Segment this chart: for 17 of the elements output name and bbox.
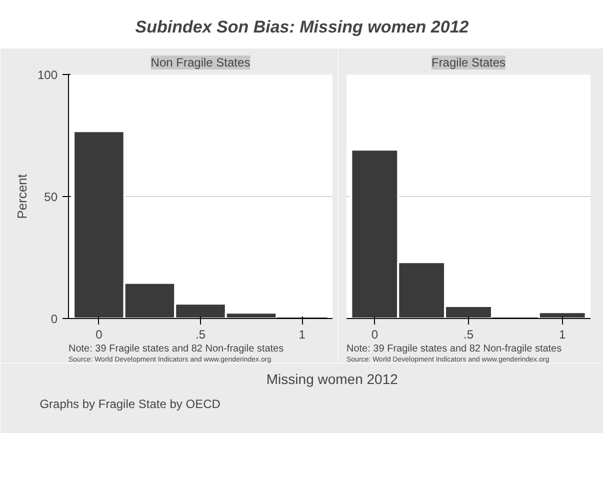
y-tick-label: 0 — [50, 312, 58, 326]
x-tick-label: .5 — [195, 328, 206, 342]
chart-subtitle: Fragile States — [431, 56, 506, 70]
text: Graphs by Fragile State by OECD — [40, 397, 221, 412]
y-tick-label: 100 — [37, 68, 58, 82]
x-tick-label: .5 — [463, 328, 474, 342]
y-tick-label: 50 — [44, 190, 58, 204]
y-axis-title: Percent — [14, 174, 30, 219]
x-tick-label: 1 — [559, 328, 566, 342]
text: Note: 39 Fragile states and 82 Non-fragile states — [346, 344, 562, 354]
x-axis-title: Missing women 2012 — [266, 370, 398, 387]
chart-title: Subindex Son Bias: Missing women 2012 — [135, 17, 470, 36]
x-tick-label: 1 — [298, 328, 306, 342]
x-tick-label: 0 — [96, 328, 103, 342]
chart-subtitle: Non Fragile States — [150, 56, 250, 70]
text: Note: 39 Fragile states and 82 Non-fragile states — [68, 344, 284, 354]
x-tick-label: 0 — [371, 328, 378, 342]
